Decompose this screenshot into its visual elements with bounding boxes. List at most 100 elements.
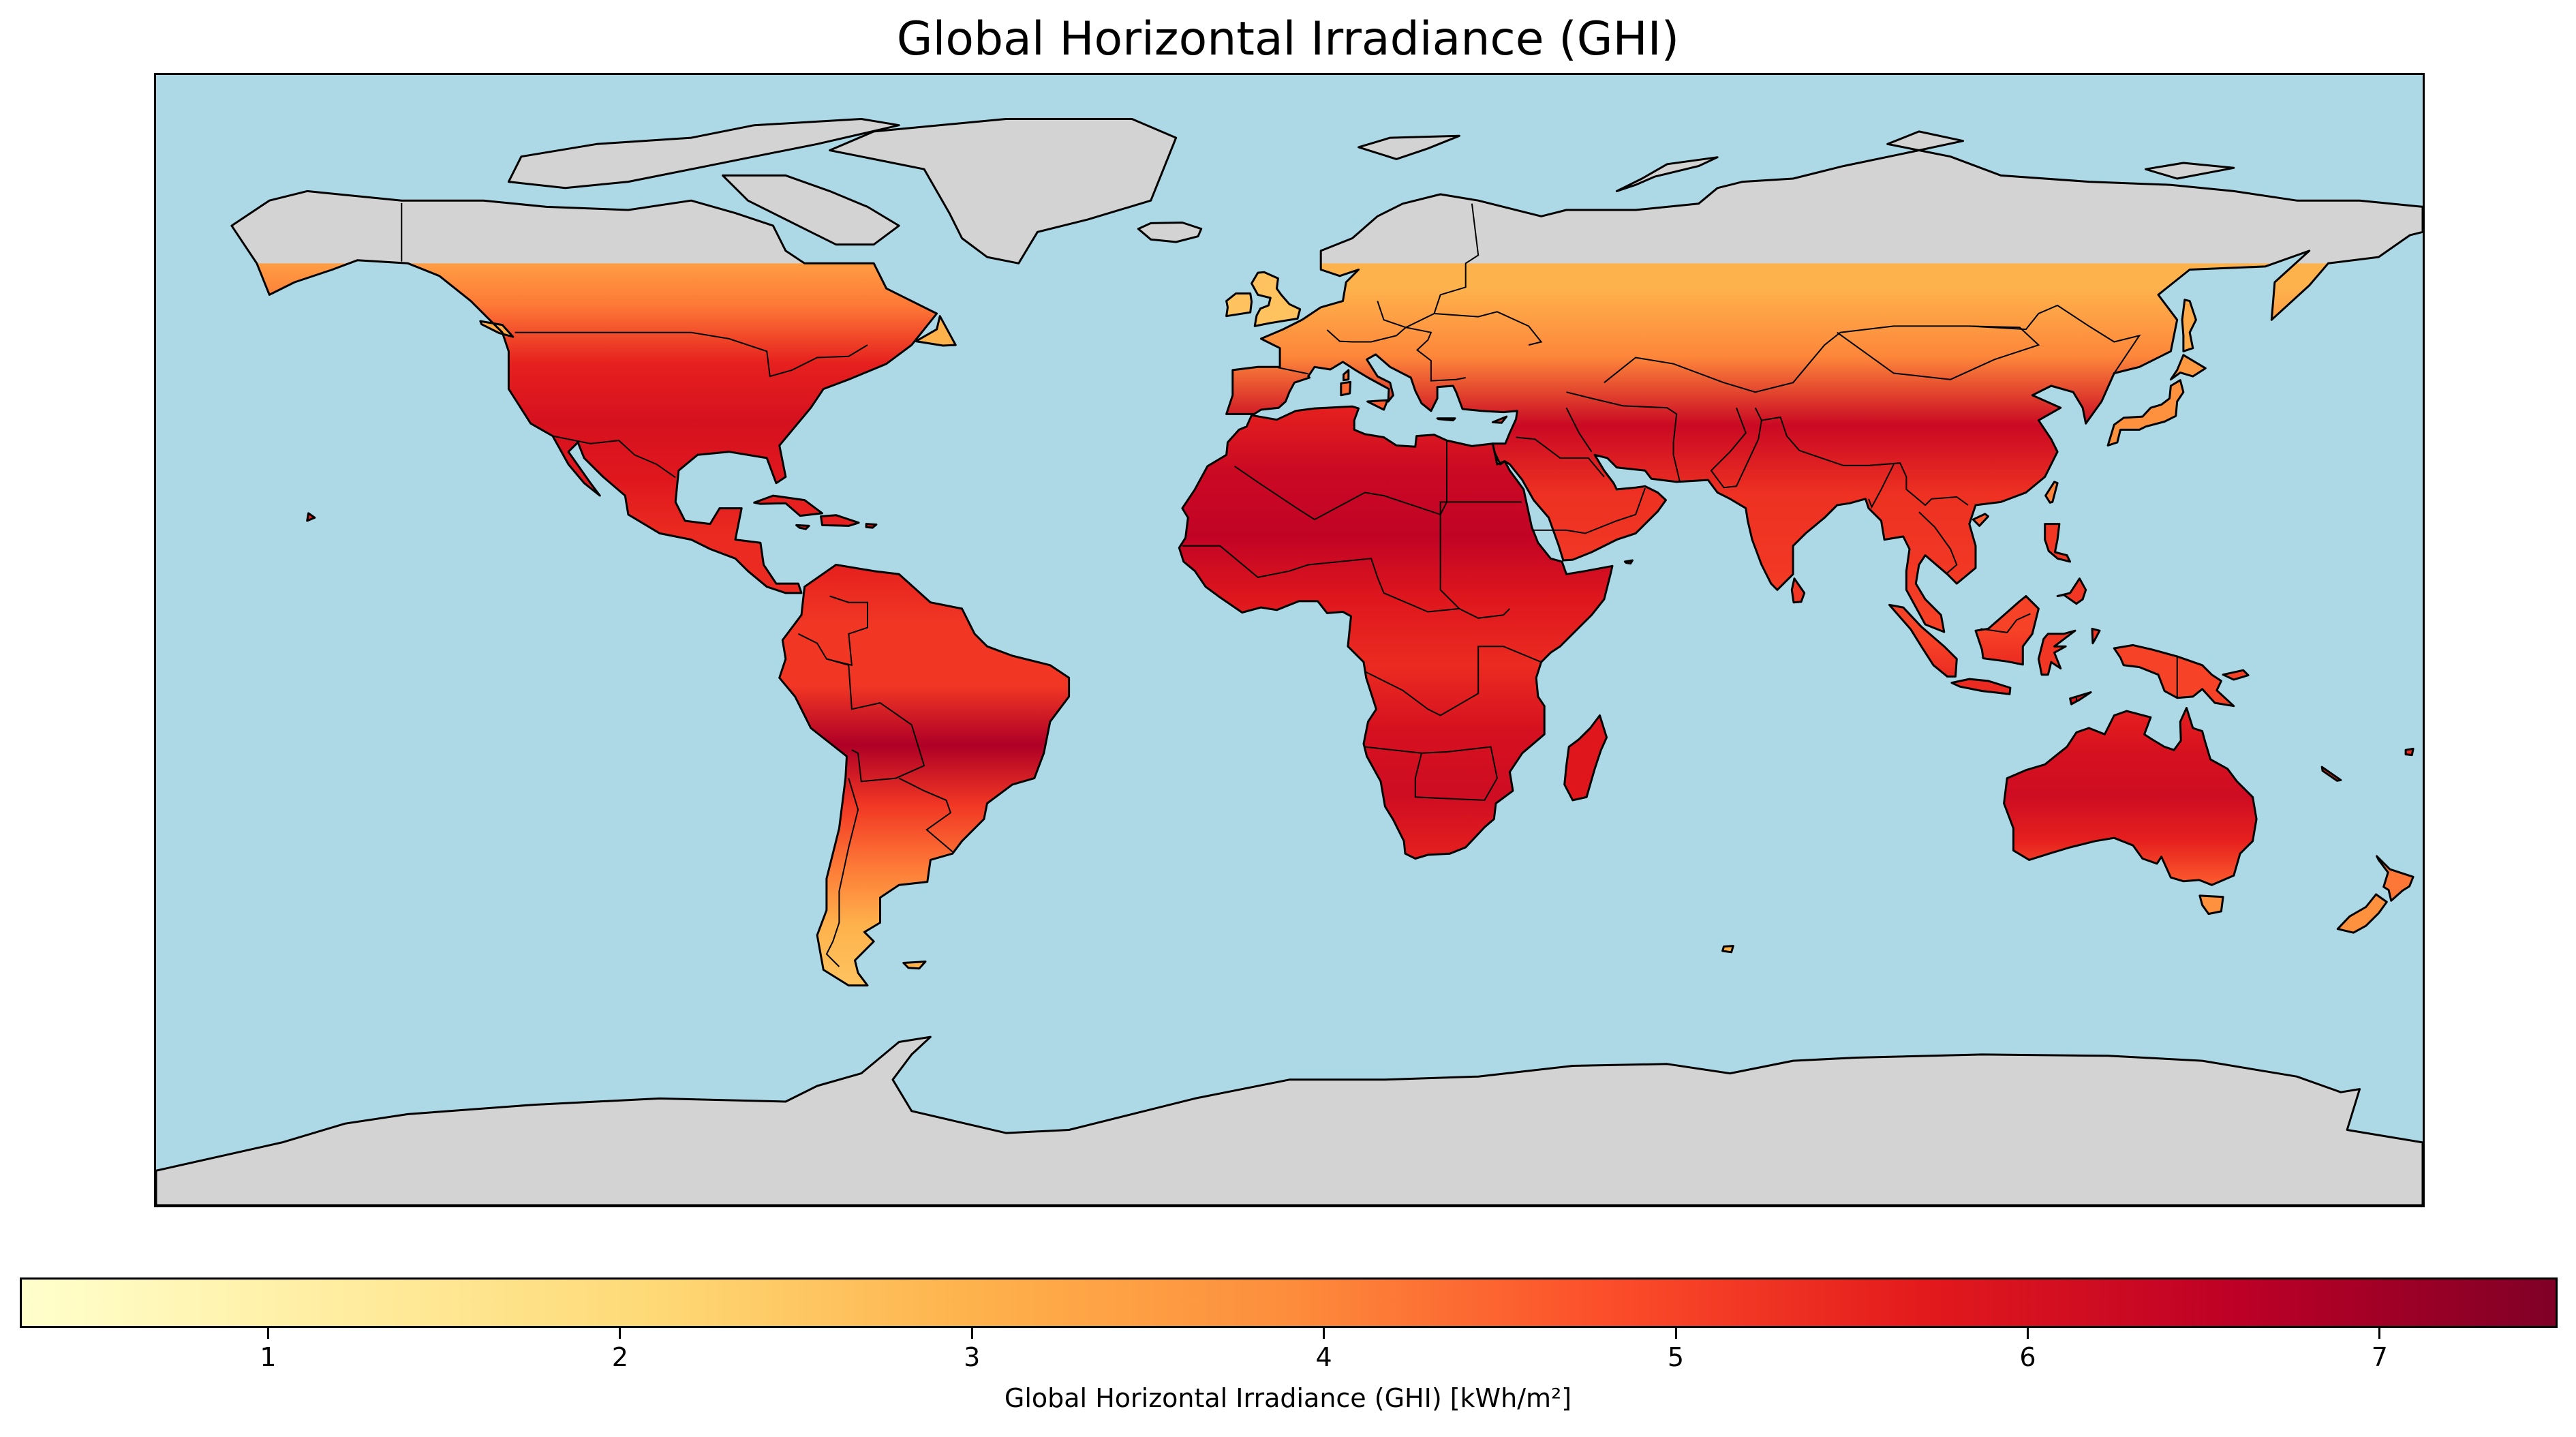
- iceland-base: [1138, 222, 1201, 242]
- britain-coastline: [1251, 271, 1302, 327]
- java-coastline: [1950, 678, 2012, 695]
- antarctica-base: [156, 1037, 2423, 1205]
- hawaii-coastline: [306, 512, 316, 522]
- severnaya-zemlya-coastline: [1886, 130, 1965, 151]
- border-africa-2: [1439, 441, 1511, 619]
- baffin-island-base: [722, 175, 900, 245]
- crete-coastline: [1436, 417, 1456, 422]
- falklands-coastline: [902, 960, 927, 970]
- colorbar-tick-label: 3: [964, 1342, 981, 1372]
- madagascar-ghi: [1564, 715, 1607, 800]
- border-asia-5: [1604, 304, 2141, 393]
- baffin-island-coastline: [722, 174, 900, 246]
- new-siberian-islands-coastline: [2145, 162, 2235, 180]
- arctic-islands-coastline: [507, 118, 900, 190]
- border-us-canada: [515, 331, 868, 378]
- antarctica-coastline: [156, 1035, 2423, 1205]
- japan-coastline: [2106, 379, 2185, 447]
- border-asia-10: [1918, 511, 1958, 574]
- land-layer: [156, 118, 2423, 1205]
- border-asia-1: [1565, 407, 1593, 453]
- borneo-coastline: [1974, 595, 2040, 666]
- colorbar-tick-label: 7: [2371, 1342, 2388, 1372]
- sri-lanka-ghi: [1792, 578, 1805, 603]
- sicily-coastline: [1366, 399, 1389, 411]
- tasmania-coastline: [2198, 894, 2224, 916]
- iceland-coastline: [1137, 222, 1203, 243]
- java-ghi: [1951, 679, 2010, 695]
- hokkaido-coastline: [2169, 354, 2207, 381]
- colorbar-tick-label: 4: [1315, 1342, 1332, 1372]
- vancouver-island-coastline: [479, 320, 515, 338]
- hispaniola-coastline: [820, 514, 860, 527]
- colorbar-tick-mark: [2378, 1328, 2381, 1339]
- south-america-ghi: [779, 564, 1069, 986]
- eurasia-ghi: [1226, 263, 2329, 632]
- sakhalin-coastline: [2181, 299, 2197, 352]
- colorbar-tick-label: 2: [611, 1342, 628, 1372]
- border-sa-4: [797, 595, 868, 667]
- fiji-coastline: [2404, 747, 2414, 757]
- novaya-zemlya-base: [1616, 157, 1718, 192]
- vancouver-island-ghi: [480, 321, 513, 337]
- socotra-coastline: [1623, 559, 1634, 565]
- kerguelen-coastline: [1721, 945, 1734, 954]
- map-title: Global Horizontal Irradiance (GHI): [896, 12, 1680, 66]
- luzon-coastline: [2044, 523, 2072, 563]
- colorbar-tick-mark: [266, 1328, 269, 1339]
- colorbar-tick-label: 6: [2019, 1342, 2036, 1372]
- greenland-coastline: [829, 118, 1178, 264]
- britain-ghi: [1251, 272, 1300, 327]
- border-sa-1: [826, 658, 925, 783]
- mindanao-coastline: [2056, 577, 2087, 605]
- sumatra-coastline: [1888, 603, 1958, 678]
- taiwan-ghi: [2045, 481, 2058, 503]
- sardinia-coastline: [1340, 380, 1352, 397]
- border-europe-3: [1377, 301, 1466, 382]
- border-sa-2: [825, 778, 859, 967]
- colorbar: [20, 1277, 2558, 1328]
- arctic-islands-base: [508, 119, 900, 188]
- hainan-coastline: [1972, 513, 1989, 527]
- border-asia-9: [1868, 464, 1895, 509]
- greenland-base: [829, 119, 1176, 264]
- new-guinea-ghi: [2114, 645, 2234, 706]
- jamaica-coastline: [795, 524, 810, 530]
- border-asia-8: [1710, 407, 1762, 489]
- border-europe-1: [1278, 367, 1308, 375]
- colorbar-label: Global Horizontal Irradiance (GHI) [kWh/…: [1004, 1383, 1572, 1413]
- hispaniola-ghi: [821, 515, 859, 526]
- map-panel[interactable]: [154, 73, 2425, 1207]
- sulawesi-coastline: [2037, 629, 2076, 676]
- australia-coastline: [2003, 707, 2258, 886]
- corsica-coastline: [1343, 369, 1350, 382]
- border-asia-7: [1754, 407, 1969, 506]
- border-africa-4: [1364, 646, 1542, 716]
- novaya-zemlya-coastline: [1615, 156, 1719, 192]
- timor-coastline: [2069, 691, 2092, 706]
- new-caledonia-coastline: [2320, 766, 2342, 782]
- border-asia-4: [1531, 487, 1646, 534]
- new-siberian-islands-base: [2145, 163, 2234, 179]
- sri-lanka-coastline: [1790, 577, 1806, 604]
- border-asia-3: [1516, 436, 1605, 478]
- colorbar-tick-mark: [619, 1328, 622, 1339]
- newfoundland-coastline: [915, 315, 957, 347]
- africa-coastline: [1178, 405, 1614, 860]
- corsica-ghi: [1343, 369, 1349, 380]
- svalbard-coastline: [1358, 134, 1460, 160]
- cuba-coastline: [753, 494, 823, 517]
- sulawesi-ghi: [2038, 631, 2075, 675]
- border-us-mexico: [552, 435, 676, 479]
- colorbar-tick-label: 5: [1667, 1342, 1685, 1372]
- border-sa-3: [898, 777, 953, 853]
- taiwan-coastline: [2044, 481, 2059, 504]
- border-europe-2: [1326, 203, 1479, 343]
- border-africa-1: [1234, 466, 1522, 521]
- sardinia-ghi: [1340, 382, 1351, 395]
- sicily-ghi: [1367, 400, 1388, 410]
- colorbar-tick-label: 1: [260, 1342, 277, 1372]
- australia-ghi: [2004, 708, 2257, 886]
- nz-south-island-ghi: [2337, 894, 2387, 933]
- border-africa-3: [1182, 545, 1460, 613]
